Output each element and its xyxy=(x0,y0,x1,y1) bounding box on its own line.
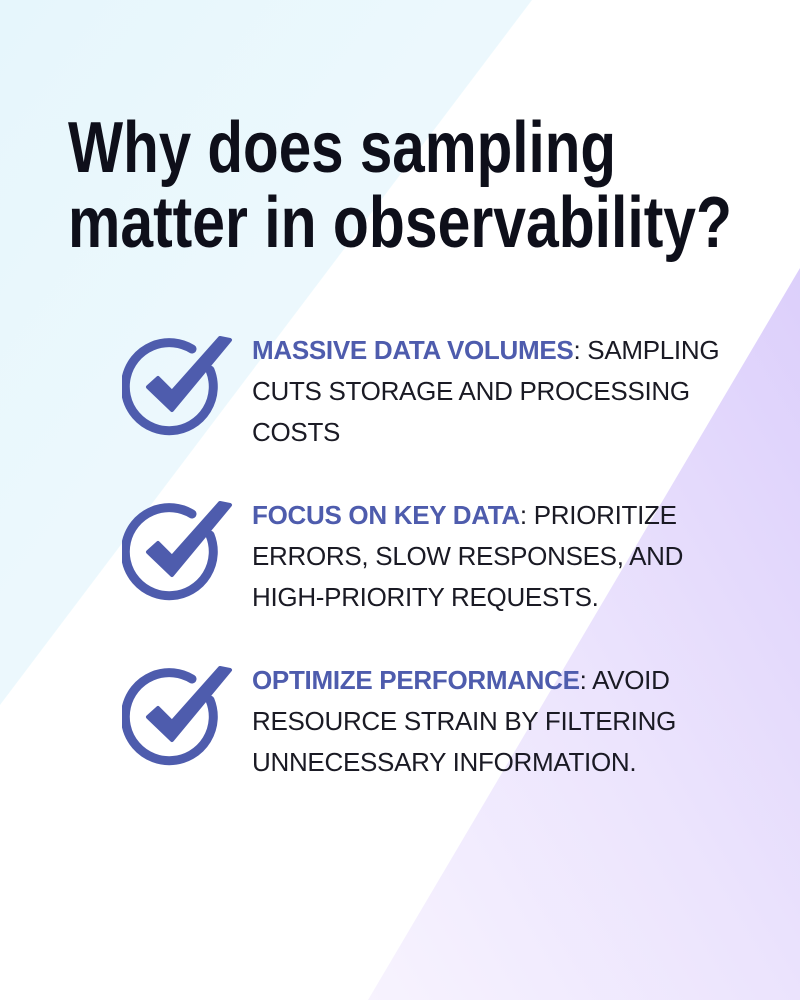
title-line: Why does sampling xyxy=(68,108,616,188)
benefit-text: : AVOID RESOURCE STRAIN BY FILTERING UNN… xyxy=(252,665,677,777)
check-icon xyxy=(122,666,232,766)
benefit-text: : PRIORITIZE ERRORS, SLOW RESPONSES, AND… xyxy=(252,500,684,612)
benefit-heading: FOCUS ON KEY DATA xyxy=(252,500,520,530)
check-icon xyxy=(122,336,232,436)
benefit-item: FOCUS ON KEY DATA: PRIORITIZE ERRORS, SL… xyxy=(252,495,722,618)
benefit-item: OPTIMIZE PERFORMANCE: AVOID RESOURCE STR… xyxy=(252,660,722,783)
benefit-heading: OPTIMIZE PERFORMANCE xyxy=(252,665,580,695)
benefit-item: MASSIVE DATA VOLUMES: SAMPLING CUTS STOR… xyxy=(252,330,722,453)
title-line: matter in observability? xyxy=(68,183,732,263)
purple-shape xyxy=(368,268,800,1000)
benefit-heading: MASSIVE DATA VOLUMES xyxy=(252,335,574,365)
benefit-text: : SAMPLING CUTS STORAGE AND PROCESSING C… xyxy=(252,335,720,447)
check-icon xyxy=(122,501,232,601)
